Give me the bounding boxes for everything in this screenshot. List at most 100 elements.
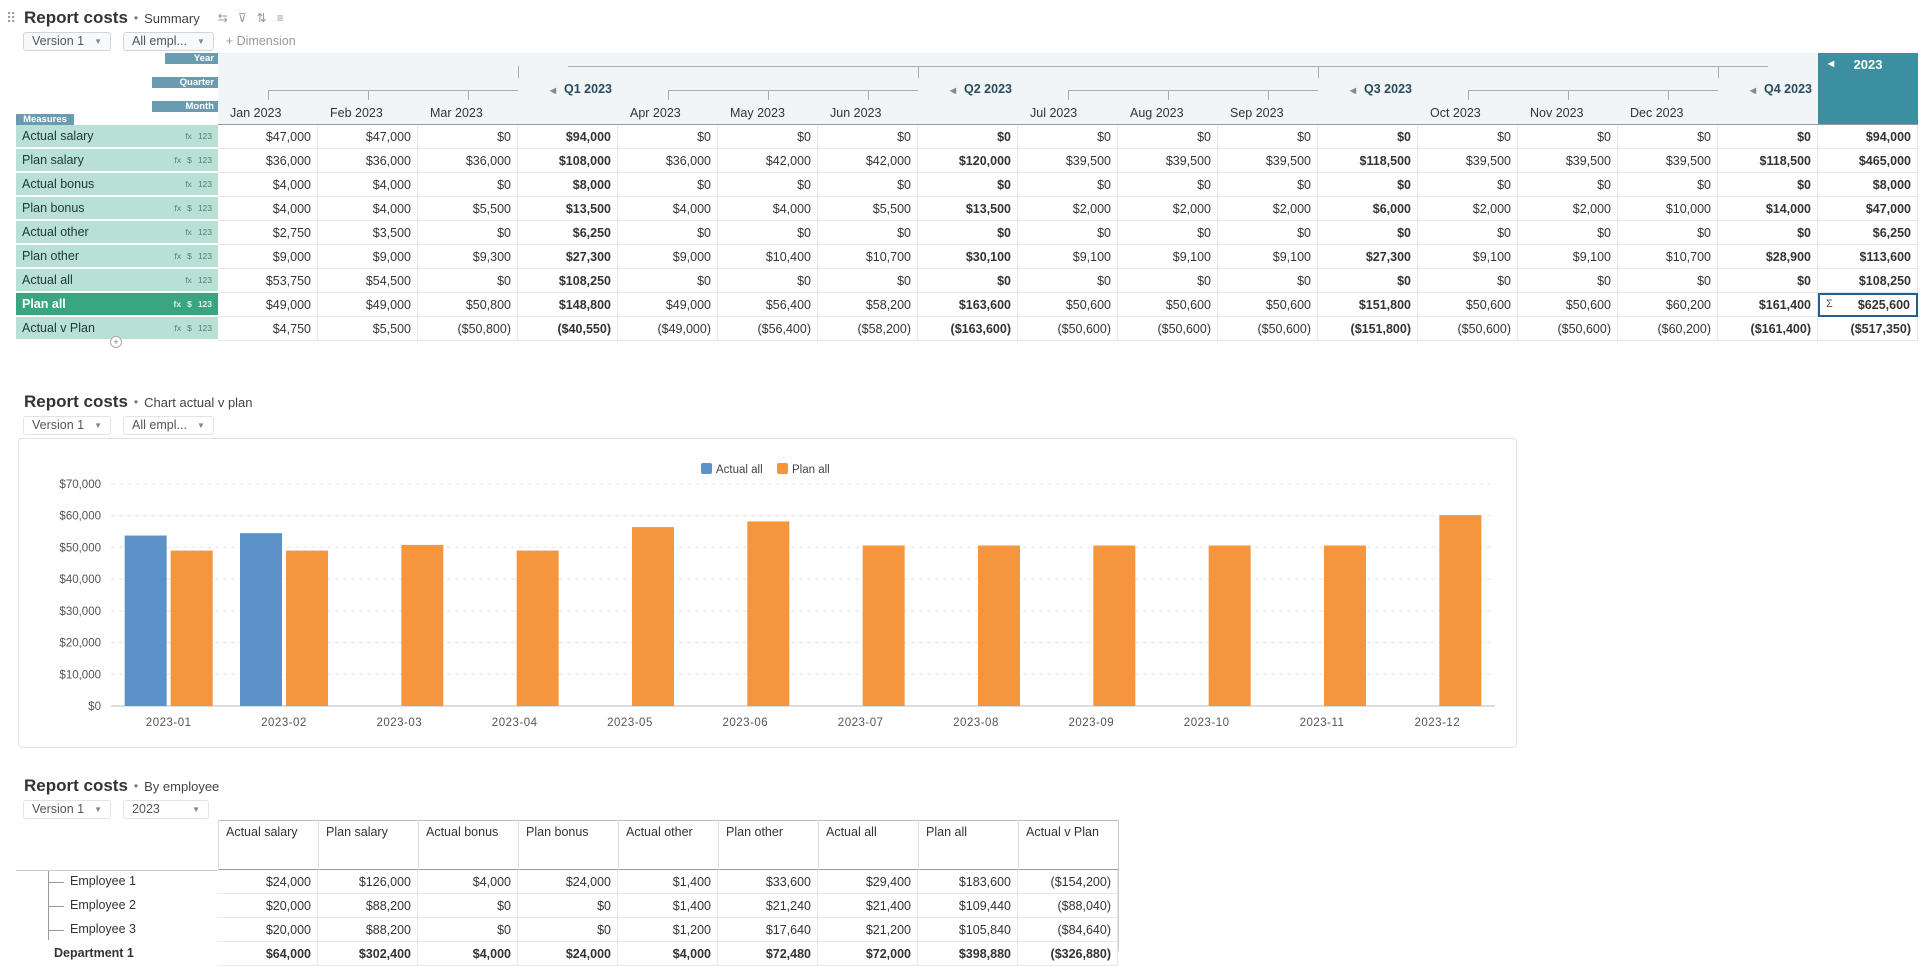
column-header[interactable]: Actual v Plan xyxy=(1026,825,1099,839)
grid-cell[interactable]: ($88,040) xyxy=(1018,894,1118,918)
grid-cell[interactable]: $21,400 xyxy=(818,894,918,918)
grid-cell[interactable]: $10,000 xyxy=(1618,197,1718,221)
filter-icon[interactable]: ⊽ xyxy=(237,11,247,25)
column-header[interactable]: Actual other xyxy=(626,825,693,839)
grid-cell[interactable]: $27,300 xyxy=(518,245,618,269)
grid-cell[interactable]: $50,600 xyxy=(1218,293,1318,317)
grid-cell[interactable]: $4,000 xyxy=(618,942,718,966)
grid-cell[interactable]: $42,000 xyxy=(818,149,918,173)
bar-plan-all[interactable] xyxy=(978,545,1020,706)
grid-cell[interactable]: $14,000 xyxy=(1718,197,1818,221)
grid-cell[interactable]: $0 xyxy=(1018,221,1118,245)
grid-cell[interactable]: $49,000 xyxy=(618,293,718,317)
grid-cell[interactable]: ($50,600) xyxy=(1118,317,1218,341)
grid-cell[interactable]: $4,750 xyxy=(218,317,318,341)
grid-cell[interactable]: $2,000 xyxy=(1018,197,1118,221)
month-header[interactable]: Jun 2023 xyxy=(830,106,882,120)
grid-cell[interactable]: $54,500 xyxy=(318,269,418,293)
grid-cell[interactable]: ($50,600) xyxy=(1518,317,1618,341)
grid-cell[interactable]: $0 xyxy=(1318,125,1418,149)
grid-cell[interactable]: ($84,640) xyxy=(1018,918,1118,942)
grid-cell[interactable]: $0 xyxy=(1218,173,1318,197)
month-header[interactable]: Jul 2023 xyxy=(1030,106,1078,120)
grid-cell[interactable]: $64,000 xyxy=(218,942,318,966)
grid-cell[interactable]: $6,250 xyxy=(1818,221,1918,245)
quarter-header[interactable]: ◀ Q4 2023 xyxy=(1718,82,1818,96)
grid-cell[interactable]: $163,600 xyxy=(918,293,1018,317)
grid-cell[interactable]: $0 xyxy=(1118,125,1218,149)
grid-cell[interactable]: $0 xyxy=(918,173,1018,197)
grid-cell[interactable]: $56,400 xyxy=(718,293,818,317)
grid-cell[interactable]: $21,200 xyxy=(818,918,918,942)
grid-cell[interactable]: $94,000 xyxy=(518,125,618,149)
version-select[interactable]: Version 1 ▼ xyxy=(23,799,112,819)
grid-cell[interactable]: $1,400 xyxy=(618,870,718,894)
grid-cell[interactable]: $30,100 xyxy=(918,245,1018,269)
bar-plan-all[interactable] xyxy=(401,544,444,706)
grid-cell[interactable]: $53,750 xyxy=(218,269,318,293)
grid-cell[interactable]: $5,500 xyxy=(818,197,918,221)
grid-cell[interactable]: $0 xyxy=(418,918,518,942)
bar-plan-all[interactable] xyxy=(1324,545,1366,706)
legend-swatch[interactable] xyxy=(777,463,788,474)
grid-cell[interactable]: $20,000 xyxy=(218,894,318,918)
grid-cell[interactable]: $5,500 xyxy=(318,317,418,341)
grid-cell[interactable]: $36,000 xyxy=(418,149,518,173)
quarter-header[interactable]: ◀ Q1 2023 xyxy=(518,82,618,96)
legend-label[interactable]: Plan all xyxy=(792,464,830,476)
column-header[interactable]: Plan salary xyxy=(326,825,388,839)
grid-cell[interactable]: $0 xyxy=(418,221,518,245)
measure-row-label[interactable]: Plan salary fx $123 xyxy=(16,149,218,172)
grid-cell[interactable]: $0 xyxy=(418,173,518,197)
grid-cell[interactable]: $39,500 xyxy=(1618,149,1718,173)
grid-cell[interactable]: $108,250 xyxy=(1818,269,1918,293)
grid-cell[interactable]: $0 xyxy=(718,125,818,149)
grid-cell[interactable]: $4,000 xyxy=(318,173,418,197)
grid-cell[interactable]: $39,500 xyxy=(1018,149,1118,173)
grid-cell[interactable]: $0 xyxy=(618,269,718,293)
grid-cell[interactable]: $5,500 xyxy=(418,197,518,221)
month-header[interactable]: Sep 2023 xyxy=(1230,106,1284,120)
grid-cell[interactable]: $6,250 xyxy=(518,221,618,245)
grid-cell[interactable]: $42,000 xyxy=(718,149,818,173)
grid-cell[interactable]: $0 xyxy=(1018,269,1118,293)
grid-cell[interactable]: $58,200 xyxy=(818,293,918,317)
grid-cell[interactable]: $0 xyxy=(1418,221,1518,245)
grid-cell[interactable]: $39,500 xyxy=(1418,149,1518,173)
grid-cell[interactable]: $9,100 xyxy=(1418,245,1518,269)
legend-swatch[interactable] xyxy=(701,463,712,474)
grid-cell[interactable]: $151,800 xyxy=(1318,293,1418,317)
bar-plan-all[interactable] xyxy=(862,545,905,706)
grid-cell[interactable]: $0 xyxy=(1018,173,1118,197)
grid-cell[interactable]: $28,900 xyxy=(1718,245,1818,269)
add-row-icon[interactable]: + xyxy=(110,336,122,348)
grid-cell[interactable]: ($163,600) xyxy=(918,317,1018,341)
grid-cell[interactable]: $0 xyxy=(818,221,918,245)
grid-cell[interactable]: $24,000 xyxy=(518,942,618,966)
grid-cell[interactable]: $0 xyxy=(418,269,518,293)
grid-cell[interactable]: $0 xyxy=(1418,125,1518,149)
grid-cell[interactable]: $0 xyxy=(1618,269,1718,293)
grid-cell[interactable]: $0 xyxy=(1518,221,1618,245)
grid-cell[interactable]: $118,500 xyxy=(1318,149,1418,173)
grid-cell[interactable]: $0 xyxy=(718,269,818,293)
grid-cell[interactable]: $0 xyxy=(818,269,918,293)
grid-cell[interactable]: $0 xyxy=(918,125,1018,149)
month-header[interactable]: Oct 2023 xyxy=(1430,106,1481,120)
grid-cell[interactable]: $27,300 xyxy=(1318,245,1418,269)
grid-cell[interactable]: $13,500 xyxy=(518,197,618,221)
grid-cell[interactable]: $9,100 xyxy=(1018,245,1118,269)
measure-row-label[interactable]: Actual v Plan fx $123 xyxy=(16,317,218,340)
grid-cell[interactable]: ($50,600) xyxy=(1218,317,1318,341)
bar-actual-all[interactable] xyxy=(124,535,167,706)
pivot-icon[interactable]: ⇆ xyxy=(217,11,228,25)
grid-cell[interactable]: $0 xyxy=(618,173,718,197)
grid-cell[interactable]: $50,600 xyxy=(1118,293,1218,317)
grid-cell[interactable]: $9,000 xyxy=(318,245,418,269)
bar-plan-all[interactable] xyxy=(170,550,213,706)
add-dimension-button[interactable]: + Dimension xyxy=(225,34,296,48)
grid-cell[interactable]: $0 xyxy=(1718,125,1818,149)
grid-cell[interactable]: $50,600 xyxy=(1418,293,1518,317)
month-header[interactable]: Dec 2023 xyxy=(1630,106,1684,120)
grid-cell[interactable]: ($58,200) xyxy=(818,317,918,341)
